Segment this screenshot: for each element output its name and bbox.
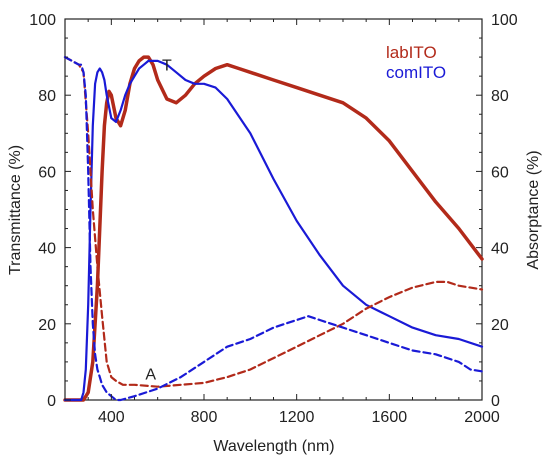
annotation-transmittance: T [162,58,172,75]
y-tick-label-right: 20 [491,317,509,334]
y-tick-label-left: 0 [47,393,56,410]
x-tick-label: 2000 [464,409,500,426]
x-tick-label: 400 [98,409,125,426]
y-tick-label-right: 0 [491,393,500,410]
y-tick-label-right: 100 [491,12,518,29]
y-axis-title-right: Absorptance (%) [525,150,542,269]
y-tick-label-right: 60 [491,164,509,181]
transmittance-line-comito [63,59,484,402]
y-tick-label-right: 80 [491,88,509,105]
annotation-absorptance: A [145,366,156,383]
y-tick-label-right: 40 [491,241,509,258]
absorptance-line-comito [63,55,484,402]
y-tick-label-left: 40 [38,241,56,258]
x-tick-label: 1600 [372,409,408,426]
x-tick-label: 1200 [279,409,315,426]
legend-entry-comito: comITO [386,63,446,82]
y-tick-label-left: 100 [29,12,56,29]
ticks-layer [64,18,483,401]
y-axis-title-left: Transmittance (%) [7,145,24,275]
series-layer [63,55,484,402]
absorptance-line-labito [63,55,484,388]
legend-entry-labito: labITO [386,43,437,62]
y-tick-label-left: 80 [38,88,56,105]
y-tick-label-left: 20 [38,317,56,334]
y-tick-label-left: 60 [38,164,56,181]
x-axis-title: Wavelength (nm) [213,438,334,455]
x-tick-label: 800 [191,409,218,426]
transmittance-line-labito [63,55,484,402]
legend: labITO comITO [386,43,446,82]
